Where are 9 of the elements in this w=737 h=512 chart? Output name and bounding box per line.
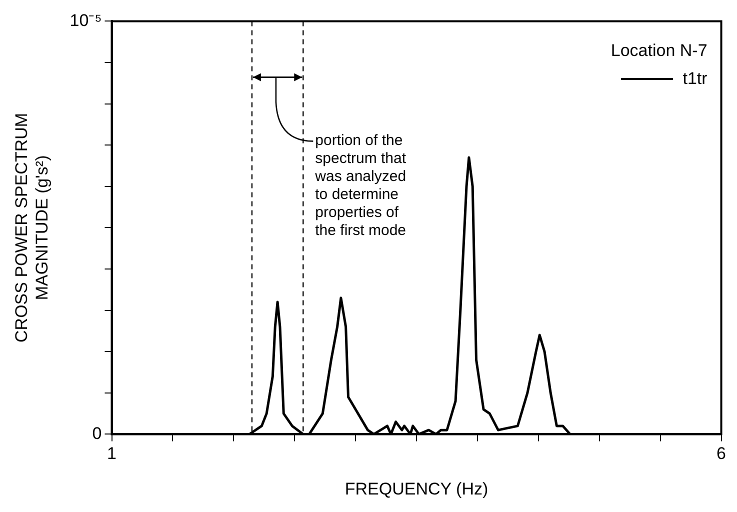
x-tick-label: 6: [716, 444, 726, 464]
y-tick-label: 0: [92, 424, 102, 443]
y-tick-label: 10⁻⁵: [70, 10, 102, 30]
x-axis-title: FREQUENCY (Hz): [344, 479, 488, 498]
legend-label: t1tr: [682, 69, 708, 90]
y-axis-title: CROSS POWER SPECTRUM MAGNITUDE (g's²): [12, 112, 52, 342]
x-tick-label: 1: [107, 444, 116, 464]
legend-title: Location N-7: [610, 41, 708, 62]
annotation: portion of the spectrum that was analyzed to determine properties of the first mode: [314, 132, 407, 239]
